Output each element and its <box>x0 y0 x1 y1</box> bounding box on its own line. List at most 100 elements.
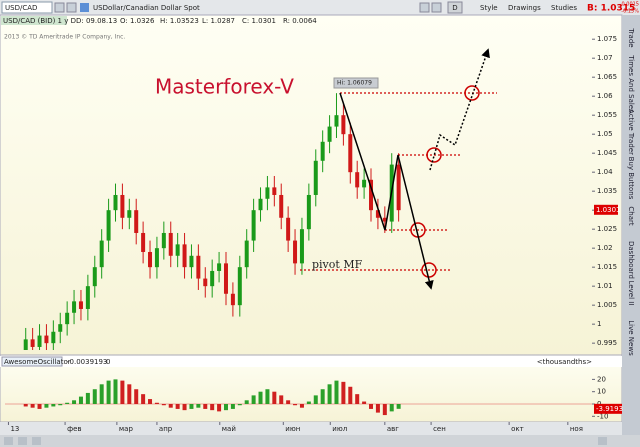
bar <box>244 400 249 404</box>
label-box <box>333 77 379 89</box>
candle-body <box>348 134 353 173</box>
button[interactable] <box>447 1 463 14</box>
y-tick-label: -10 <box>597 412 608 420</box>
oscillator-header <box>0 356 622 367</box>
info-open: O: 1.0326 <box>120 17 155 25</box>
side-tab[interactable]: Times And Sales <box>627 54 635 113</box>
candle-body <box>327 126 332 142</box>
candle-body <box>182 244 187 268</box>
candle-body <box>272 187 277 195</box>
candle-body <box>217 263 222 271</box>
copyright: 2013 © TD Ameritrade IP Company, Inc. <box>4 34 125 41</box>
bar <box>72 400 77 404</box>
bar <box>230 404 235 409</box>
candle-body <box>175 244 180 256</box>
info-close: C: 1.0301 <box>242 17 276 25</box>
candle-body <box>355 172 360 188</box>
y-tick-label: 10 <box>597 388 606 396</box>
bar <box>237 404 242 406</box>
candle-body <box>196 255 201 279</box>
x-tick-label: сен <box>433 425 446 433</box>
icon[interactable] <box>66 2 77 13</box>
bar <box>396 404 401 409</box>
candle-body <box>258 198 263 211</box>
icon[interactable] <box>32 437 41 445</box>
candle-body <box>230 293 235 306</box>
last-value-label: -3.9193 <box>596 405 623 413</box>
button-label[interactable]: Studies <box>551 4 577 12</box>
side-tab[interactable]: Trade <box>627 27 635 47</box>
bar <box>65 402 70 404</box>
icon[interactable] <box>419 2 430 13</box>
bar <box>58 404 63 406</box>
bar <box>306 401 311 404</box>
info-range: R: 0.0064 <box>283 17 317 25</box>
bar <box>154 402 159 404</box>
bar <box>106 380 111 404</box>
icon[interactable] <box>54 2 65 13</box>
candle-body <box>23 339 28 350</box>
bar <box>113 379 118 404</box>
side-tab[interactable]: Level II <box>627 281 635 306</box>
bar <box>348 386 353 404</box>
icon[interactable] <box>431 2 442 13</box>
candle-body <box>92 267 97 287</box>
icon[interactable] <box>598 437 607 445</box>
y-tick-label: 1.07 <box>597 54 613 62</box>
y-tick-label: 1.01 <box>597 282 613 290</box>
side-tab[interactable]: Active Trader <box>627 109 635 155</box>
bar <box>51 404 56 407</box>
button-label: D <box>452 4 457 12</box>
instrument: USD/CAD (BID) 1 y D <box>3 17 76 25</box>
bottom-bar <box>0 435 640 447</box>
circle <box>464 85 480 101</box>
y-tick-label: 1.015 <box>597 263 617 271</box>
side-tab[interactable]: Live News <box>627 320 635 356</box>
candle-body <box>99 240 104 268</box>
icon[interactable] <box>80 3 89 12</box>
candle-body <box>313 160 318 195</box>
bar <box>127 384 132 404</box>
price-plot <box>23 93 401 350</box>
study-units: <thousandths> <box>537 358 592 366</box>
candle-body <box>299 229 304 264</box>
side-tab[interactable]: Chart <box>627 206 635 225</box>
annotation: Masterforex-V <box>155 75 294 99</box>
candle-body <box>161 232 166 249</box>
candle-body <box>210 270 215 287</box>
bar <box>375 404 380 413</box>
candle-body <box>37 335 42 347</box>
candle-body <box>168 232 173 256</box>
y-tick-label: 1.04 <box>597 168 613 176</box>
button-label[interactable]: Style <box>480 4 498 12</box>
x-tick-label: апр <box>159 425 173 433</box>
icon[interactable] <box>18 437 27 445</box>
y-tick-label: 1.055 <box>597 111 617 119</box>
drawings <box>300 48 497 290</box>
candle-body <box>78 301 83 309</box>
y-tick-label: 1.05 <box>597 130 613 138</box>
candle-body <box>134 210 139 233</box>
y-tick-label: 1.02 <box>597 244 613 252</box>
bar <box>141 394 146 404</box>
arrow <box>429 48 490 171</box>
candle-body <box>127 210 132 218</box>
bar <box>99 384 104 404</box>
symbol-input[interactable] <box>1 1 53 14</box>
icon[interactable] <box>4 437 13 445</box>
bar <box>37 404 42 409</box>
candle-body <box>251 210 256 241</box>
candle-body <box>341 115 346 135</box>
annotation: pivot MF <box>312 258 363 271</box>
oscillator-plot <box>5 379 592 416</box>
y-tick-label: 1 <box>597 320 601 328</box>
bar <box>30 404 35 408</box>
study-box[interactable] <box>1 356 63 367</box>
candle-body <box>65 312 70 325</box>
candle-body <box>382 217 387 222</box>
side-tab[interactable]: Dashboard <box>627 241 635 279</box>
side-tab[interactable]: Buy Buttons <box>627 157 635 200</box>
candle-body <box>320 141 325 161</box>
button-label[interactable]: Drawings <box>508 4 541 12</box>
candle-body <box>148 251 153 268</box>
